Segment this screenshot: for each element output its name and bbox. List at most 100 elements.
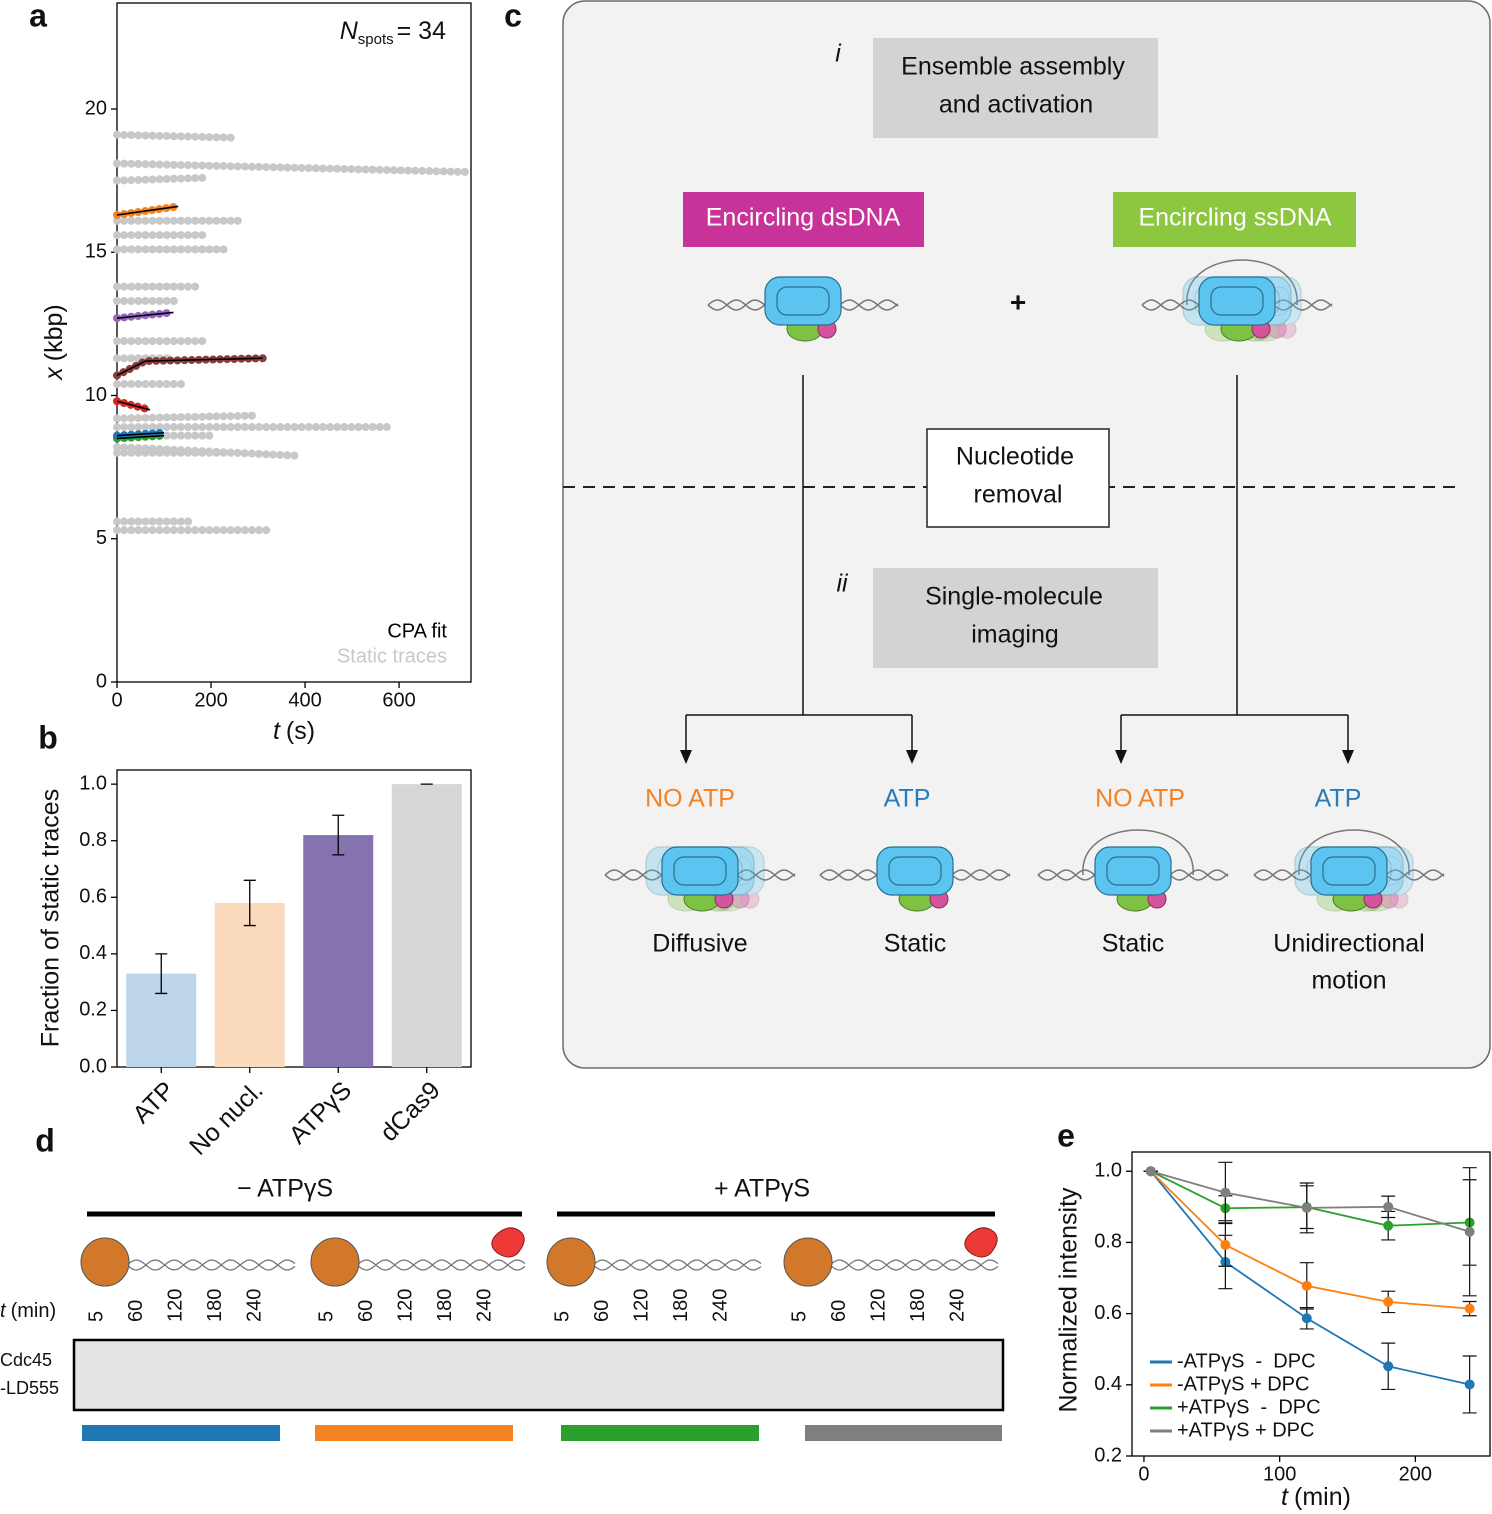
lane-label: 60 xyxy=(355,1300,377,1322)
trace xyxy=(116,431,165,437)
bead xyxy=(310,1237,360,1287)
state-box xyxy=(683,192,924,247)
y-tick-label: 0.8 xyxy=(1094,1231,1122,1253)
trace xyxy=(116,434,165,440)
axis-var: t xyxy=(273,717,281,745)
axis-unit: (min) xyxy=(1294,1483,1351,1511)
y-tick-label: 1.0 xyxy=(79,772,107,794)
y-tick-label: 0 xyxy=(96,670,107,692)
condition: NO ATP xyxy=(645,785,735,813)
point xyxy=(1220,1187,1231,1198)
annotation-symbol: N xyxy=(340,17,359,45)
step-text: imaging xyxy=(971,621,1059,649)
dna xyxy=(829,1259,999,1271)
error-bar xyxy=(155,953,168,995)
protein-label: -LD555 xyxy=(0,1378,59,1398)
axis-unit: (s) xyxy=(286,717,315,745)
x-tick-label: 100 xyxy=(1263,1463,1296,1485)
ssdna-loop xyxy=(1082,829,1194,876)
legend-label: CPA fit xyxy=(387,620,447,642)
protein-subunit xyxy=(888,856,942,886)
trace xyxy=(116,400,151,411)
annotation-subscript: spots xyxy=(358,31,394,48)
removal-text: removal xyxy=(974,481,1063,509)
protein-subunit xyxy=(1310,846,1388,896)
point xyxy=(1301,1313,1312,1324)
bead xyxy=(80,1237,130,1287)
state-box xyxy=(1113,192,1356,247)
dpc xyxy=(964,1227,998,1258)
bar xyxy=(391,784,462,1067)
y-tick-label: 0.2 xyxy=(79,999,107,1021)
point xyxy=(1220,1239,1231,1250)
flow-lines xyxy=(685,375,1349,752)
lane-label: 60 xyxy=(591,1300,613,1322)
time-var: t xyxy=(0,1300,7,1322)
protein-subunit xyxy=(776,286,830,316)
point xyxy=(1383,1361,1394,1372)
axis-label: Normalized intensity xyxy=(1055,1187,1083,1413)
y-tick-label: 0.8 xyxy=(79,829,107,851)
removal-text: Nucleotide xyxy=(956,443,1074,471)
series-line xyxy=(1150,1170,1470,1233)
axis-var: t xyxy=(1281,1483,1289,1511)
x-tick-label: ATPγS xyxy=(284,1076,358,1150)
x-tick-label: 200 xyxy=(1399,1463,1432,1485)
y-tick-label: 15 xyxy=(85,241,107,263)
protein-subunit xyxy=(876,846,954,896)
bead xyxy=(783,1237,833,1287)
outcome: Static xyxy=(1102,930,1165,958)
y-tick-label: 10 xyxy=(85,384,107,406)
protein-subunit xyxy=(661,846,739,896)
lane-group-bar xyxy=(561,1425,759,1441)
y-tick-label: 0.4 xyxy=(1094,1373,1122,1395)
x-tick-label: 0 xyxy=(111,689,122,711)
trace xyxy=(113,173,211,185)
bar xyxy=(303,835,374,1067)
protein-subunit xyxy=(1198,276,1276,326)
protein-subunit xyxy=(1322,856,1376,886)
axis-unit: (kbp) xyxy=(40,304,68,361)
protein xyxy=(1198,276,1276,342)
outcome: motion xyxy=(1311,967,1386,995)
lane-group-bar xyxy=(315,1425,513,1441)
protein-label: Cdc45 xyxy=(0,1350,52,1370)
protein xyxy=(1310,846,1388,912)
x-tick-label: dCas9 xyxy=(375,1076,446,1147)
protein-subunit xyxy=(1106,856,1160,886)
step-numeral: ii xyxy=(836,570,849,598)
protein-subunit xyxy=(1389,889,1409,909)
state-label: Encircling dsDNA xyxy=(706,204,901,232)
protein xyxy=(661,846,739,912)
protein-subunit xyxy=(1094,846,1172,896)
x-tick-label: 600 xyxy=(382,689,415,711)
state-label: Encircling ssDNA xyxy=(1138,204,1331,232)
y-tick-label: 0.2 xyxy=(1094,1444,1122,1466)
trace xyxy=(113,354,267,380)
trace xyxy=(113,411,263,423)
legend-label: +ATPγS - DPC xyxy=(1177,1396,1321,1418)
legend-label: Static traces xyxy=(337,645,447,667)
bead xyxy=(546,1237,596,1287)
y-tick-label: 20 xyxy=(85,97,107,119)
step-text: and activation xyxy=(939,91,1093,119)
y-tick-label: 1.0 xyxy=(1094,1160,1122,1182)
outcome: Static xyxy=(884,930,947,958)
step-box xyxy=(873,38,1158,138)
lane-group-bar xyxy=(82,1425,280,1441)
lane-label: 5 xyxy=(788,1311,810,1322)
annotation-text: = 34 xyxy=(397,17,446,45)
dpc xyxy=(491,1227,525,1258)
panel-label: e xyxy=(1057,1117,1075,1153)
protein-subunit xyxy=(764,276,842,326)
lane-label: 5 xyxy=(85,1311,107,1322)
lane-label: 5 xyxy=(551,1311,573,1322)
trace xyxy=(116,205,179,216)
plot-frame xyxy=(1131,1151,1491,1457)
point xyxy=(1464,1379,1475,1390)
ssdna-loop xyxy=(1298,829,1410,876)
y-tick-label: 0.4 xyxy=(79,942,107,964)
axis-var: x xyxy=(40,366,68,381)
panel-label: d xyxy=(35,1122,55,1158)
